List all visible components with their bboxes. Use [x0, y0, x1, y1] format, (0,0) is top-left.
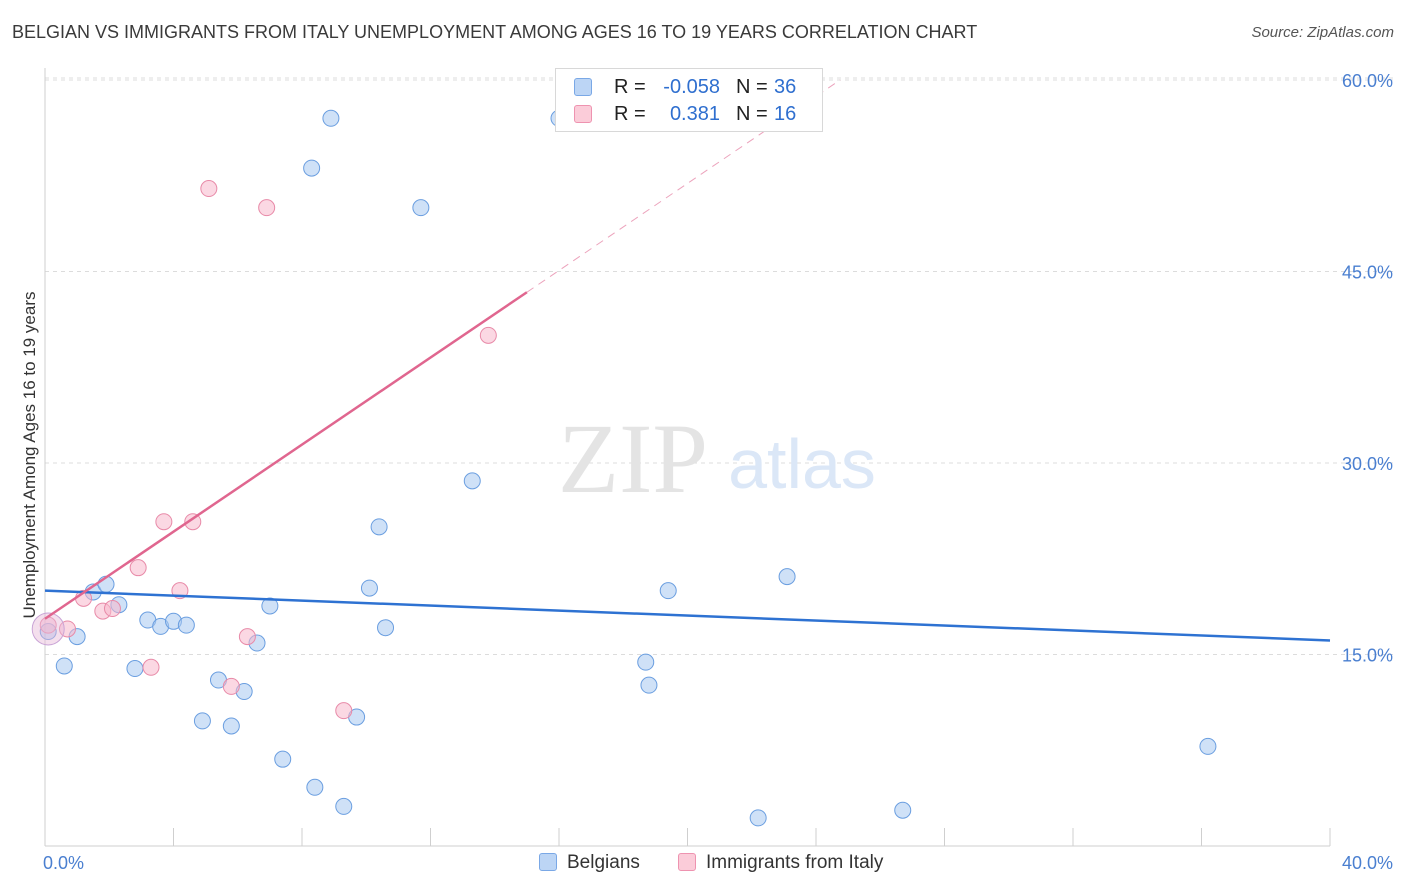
italy-point — [155, 513, 173, 531]
y-tick-label: 15.0% — [1342, 646, 1393, 666]
belgian-point — [640, 676, 658, 694]
belgian-point — [778, 568, 796, 586]
belgian-point — [1199, 737, 1217, 755]
r-value: 0.381 — [669, 103, 720, 125]
belgian-point — [894, 801, 912, 819]
y-tick-label: 45.0% — [1342, 263, 1393, 283]
belgian-point — [261, 597, 279, 615]
italy-point — [184, 513, 202, 531]
italy-legend-swatch — [678, 853, 696, 871]
belgian-point — [222, 717, 240, 735]
n-label: N = — [736, 103, 768, 125]
legend-label-italy: Immigrants from Italy — [706, 852, 884, 873]
y-axis-label: Unemployment Among Ages 16 to 19 years — [20, 291, 39, 619]
belgian-point — [412, 199, 430, 217]
cluster-point — [31, 612, 65, 646]
x-tick-label: 0.0% — [43, 853, 84, 873]
r-label: R = — [614, 76, 646, 98]
stats-legend: R = -0.058 N = 36 R = 0.381 N = 16 — [555, 68, 823, 132]
belgian-point — [303, 159, 321, 177]
italy-point — [142, 658, 160, 676]
legend-item-belgians[interactable]: Belgians — [539, 852, 640, 876]
label-layer: 15.0% 30.0% 45.0% 60.0% 0.0% 40.0% — [43, 71, 1393, 873]
italy-point — [200, 180, 218, 198]
axis-layer — [44, 68, 1331, 847]
belgians-trend-line — [44, 589, 1331, 642]
legend-label-belgians: Belgians — [567, 852, 640, 873]
belgian-point — [274, 750, 292, 768]
points-layer — [31, 109, 1217, 827]
belgian-point — [463, 472, 481, 490]
n-label: N = — [736, 76, 768, 98]
belgian-point — [335, 797, 353, 815]
x-tick-label: 40.0% — [1342, 853, 1393, 873]
n-value: 16 — [774, 103, 797, 125]
italy-swatch — [574, 105, 592, 123]
y-tick-label: 60.0% — [1342, 71, 1393, 91]
belgian-point — [322, 109, 340, 127]
belgian-point — [377, 619, 395, 637]
stats-row-belgians: R = -0.058 N = 36 — [556, 74, 822, 100]
belgian-point — [193, 712, 211, 730]
belgian-point — [177, 616, 195, 634]
italy-point — [335, 702, 353, 720]
trend-layer — [44, 79, 1331, 642]
belgian-point — [306, 778, 324, 796]
italy-point — [222, 677, 240, 695]
belgian-point — [637, 653, 655, 671]
n-value: 36 — [774, 76, 797, 98]
italy-point — [258, 199, 276, 217]
y-tick-label: 30.0% — [1342, 454, 1393, 474]
italy-point — [129, 559, 147, 577]
italy-point — [479, 326, 497, 344]
italy-trend-line — [44, 291, 528, 620]
watermark: ZIP atlas — [558, 403, 876, 514]
r-value: -0.058 — [663, 76, 720, 98]
chart-title: BELGIAN VS IMMIGRANTS FROM ITALY UNEMPLO… — [12, 22, 978, 42]
belgians-legend-swatch — [539, 853, 557, 871]
belgian-point — [749, 809, 767, 827]
belgian-point — [126, 660, 144, 678]
r-label: R = — [614, 103, 646, 125]
belgians-swatch — [574, 78, 592, 96]
legend-item-italy[interactable]: Immigrants from Italy — [678, 852, 883, 876]
grid-layer — [45, 77, 1395, 655]
italy-point — [238, 628, 256, 646]
belgian-point — [659, 582, 677, 600]
belgian-point — [360, 579, 378, 597]
belgian-point — [55, 657, 73, 675]
watermark-zip: ZIP — [558, 403, 708, 514]
stats-row-italy: R = 0.381 N = 16 — [556, 101, 822, 127]
belgian-point — [370, 518, 388, 536]
watermark-atlas: atlas — [728, 425, 876, 503]
italy-point — [103, 600, 121, 618]
source-label: Source: ZipAtlas.com — [1251, 24, 1394, 41]
